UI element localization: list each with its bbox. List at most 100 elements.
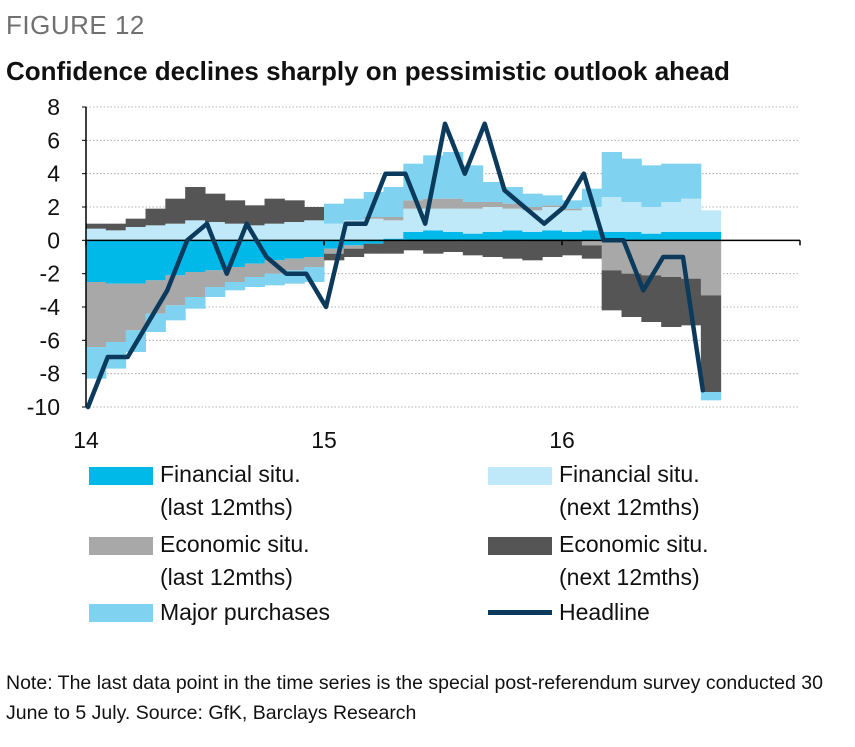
legend-swatch-economic-next (488, 537, 552, 555)
bar-segment-economic-next (502, 240, 523, 259)
bar-segment-financial-last (284, 240, 305, 259)
legend-label-headline: Headline (559, 596, 650, 629)
legend-label-financial-last: Financial situ. (last 12mths) (160, 458, 301, 524)
bar-segment-financial-last (343, 240, 365, 246)
bar-segment-economic-last (284, 258, 305, 271)
bar-segment-economic-next (641, 275, 662, 322)
bar-segment-financial-last (661, 232, 682, 241)
bar-segment-financial-next (264, 223, 285, 241)
bar-segment-financial-next (125, 227, 146, 241)
y-tick-label: 8 (47, 94, 60, 120)
legend-label-economic-last: Economic situ. (last 12mths) (160, 528, 310, 594)
bar-segment-economic-last (304, 257, 325, 267)
bar-segment-financial-next (165, 223, 186, 241)
bar-segment-major-purchases (482, 182, 503, 202)
bar-segment-financial-next (681, 198, 702, 232)
bar-segment-financial-last (542, 230, 563, 241)
bar-segment-economic-last (324, 248, 345, 254)
bar-segment-economic-next (105, 223, 127, 231)
bar-segment-financial-last (86, 240, 107, 282)
bar-segment-financial-last (165, 240, 186, 276)
bar-segment-major-purchases (542, 195, 563, 206)
bar-segment-economic-next (522, 240, 543, 261)
bar-segment-economic-next (324, 253, 345, 261)
bar-segment-economic-next (304, 207, 325, 221)
y-tick-label: 0 (47, 227, 60, 253)
bar-segment-economic-last (403, 200, 424, 209)
bar-segment-economic-next (383, 240, 404, 254)
bar-segment-economic-next (423, 240, 444, 254)
bar-segment-economic-last (542, 205, 563, 207)
bar-segment-major-purchases (185, 297, 206, 309)
bar-segment-economic-last (562, 208, 583, 211)
chart-plot: 8 6 4 2 0 -2 -4 -6 -8 -10 14 15 16 (27, 94, 801, 453)
bar-segment-economic-next (403, 240, 424, 251)
bar-segment-financial-next (363, 218, 384, 241)
y-tick-label: 2 (47, 194, 60, 220)
legend-label-financial-next: Financial situ. (next 12mths) (559, 458, 700, 524)
bar-segment-economic-next (482, 240, 503, 257)
headline-line (85, 121, 706, 410)
bar-segment-economic-last (443, 198, 464, 209)
bar-segment-economic-next (542, 240, 563, 257)
x-tick-label: 16 (549, 427, 575, 453)
bar-segment-major-purchases (681, 163, 702, 199)
bar-segment-financial-last (324, 240, 345, 249)
legend-line2: (next 12mths) (559, 494, 700, 520)
legend-line1: Financial situ. (559, 461, 700, 487)
bar-segment-financial-last (562, 232, 583, 241)
bar-segment-financial-last (601, 232, 622, 241)
bar-segment-economic-next (700, 295, 722, 392)
bar-segment-economic-last (185, 272, 206, 297)
figure-label: FIGURE 12 (6, 10, 145, 40)
bar-segment-financial-next (462, 208, 484, 234)
bar-segment-economic-next (462, 240, 484, 256)
bar-segment-financial-last (581, 230, 603, 241)
bar-segment-financial-next (641, 207, 662, 234)
bar-segment-economic-next (363, 243, 384, 254)
legend-swatch-headline (488, 610, 552, 615)
bar-segment-economic-last (522, 207, 543, 211)
axes (82, 106, 801, 408)
bar-segment-financial-last (482, 232, 503, 241)
bar-segment-financial-next (304, 220, 325, 241)
bar-segment-financial-last (681, 232, 702, 241)
bar-segment-economic-last (423, 198, 444, 209)
legend-line1: Headline (559, 599, 650, 625)
stacked-bars (86, 152, 722, 401)
bar-segment-major-purchases (443, 152, 464, 199)
bar-segment-economic-next (264, 198, 285, 224)
bar-segment-major-purchases (264, 273, 285, 286)
y-tick-labels: 8 6 4 2 0 -2 -4 -6 -8 -10 (27, 94, 60, 420)
bar-segment-economic-last (641, 240, 662, 276)
legend-swatch-economic-last (89, 537, 153, 555)
bar-segment-financial-last (621, 232, 642, 241)
bar-segment-economic-next (86, 223, 107, 229)
bar-segment-financial-last (403, 232, 424, 241)
bar-segment-major-purchases (601, 152, 622, 197)
bar-segment-financial-last (502, 230, 523, 241)
bar-segment-financial-last (522, 232, 543, 241)
bar-segment-economic-last (105, 283, 127, 342)
bar-segment-economic-next (145, 208, 166, 226)
bar-segment-financial-last (423, 230, 444, 241)
bar-segment-economic-last (205, 270, 226, 287)
bar-segment-major-purchases (621, 158, 642, 202)
legend-line2: (last 12mths) (160, 564, 293, 590)
bar-segment-financial-last (304, 240, 325, 257)
legend-swatch-financial-last (89, 467, 153, 485)
y-tick-label: -2 (40, 261, 60, 287)
bar-segment-economic-next (185, 187, 206, 221)
bar-segment-major-purchases (324, 203, 345, 224)
bar-segment-major-purchases (562, 200, 583, 209)
y-tick-label: -4 (40, 294, 61, 320)
bar-segment-economic-next (244, 205, 265, 226)
bar-segment-major-purchases (641, 165, 662, 207)
chart-note: Note: The last data point in the time se… (6, 672, 823, 724)
bar-segment-financial-next (562, 210, 583, 232)
legend-line1: Financial situ. (160, 461, 301, 487)
bar-segment-economic-next (601, 270, 622, 311)
legend-line1: Economic situ. (559, 531, 709, 557)
bar-segment-financial-next (700, 210, 722, 232)
bar-segment-major-purchases (343, 198, 365, 221)
